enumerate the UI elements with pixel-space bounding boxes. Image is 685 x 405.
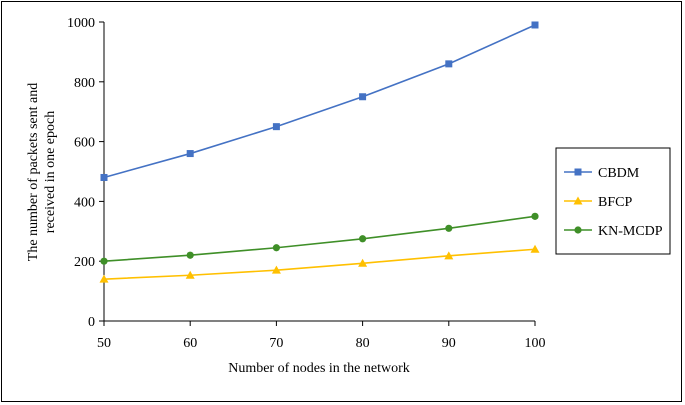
x-tick-label: 60 [183, 336, 197, 351]
data-point-cbdm [359, 93, 367, 101]
data-point-cbdm [531, 21, 539, 29]
series-line-bfcp [103, 248, 536, 280]
legend-marker-bfcp [573, 196, 583, 205]
x-tick-label: 100 [525, 336, 546, 351]
x-tick-label: 90 [442, 336, 456, 351]
axes [103, 22, 535, 322]
data-point-bfcp [185, 270, 195, 279]
y-ticks: 0 200 400 600 800 1000 [67, 16, 104, 330]
x-ticks: 50 60 70 80 90 100 [97, 321, 546, 351]
data-point-bfcp [271, 265, 281, 274]
data-point-cbdm [186, 150, 194, 158]
data-point-cbdm [100, 173, 108, 181]
x-tick-label: 50 [97, 336, 111, 351]
y-axis-title: The number of packets sent and received … [26, 83, 58, 261]
data-point-bfcp [530, 244, 540, 253]
legend-item-bfcp: BFCP [564, 195, 632, 210]
y-tick-label: 800 [74, 76, 95, 91]
series-bfcp [99, 244, 540, 283]
data-point-cbdm [445, 60, 453, 68]
y-tick-label: 400 [74, 195, 95, 210]
y-tick-label: 1000 [67, 16, 95, 31]
data-point-bfcp [99, 274, 109, 283]
series-kn-mcdp [100, 212, 539, 265]
x-tick-label: 70 [269, 336, 283, 351]
legend-marker-kn-mcdp [574, 226, 582, 234]
data-point-kn-mcdp [186, 251, 194, 259]
legend-label-cbdm: CBDM [598, 166, 640, 181]
series-group [99, 21, 540, 283]
legend-item-cbdm: CBDM [564, 166, 640, 181]
series-cbdm [100, 21, 539, 181]
series-line-cbdm [103, 24, 536, 179]
y-axis-title-line-2: received in one epoch [43, 111, 58, 233]
y-tick-label: 0 [88, 315, 95, 330]
data-point-kn-mcdp [272, 244, 280, 252]
data-point-kn-mcdp [445, 224, 453, 232]
legend-label-bfcp: BFCP [598, 195, 632, 210]
data-point-cbdm [272, 123, 280, 131]
legend-item-kn-mcdp: KN-MCDP [564, 224, 663, 239]
x-axis-title: Number of nodes in the network [228, 361, 410, 376]
y-axis-title-line-1: The number of packets sent and [26, 83, 41, 261]
legend: CBDM BFCP KN-MCDP [555, 147, 671, 255]
legend-marker-cbdm [574, 168, 582, 176]
legend-label-kn-mcdp: KN-MCDP [598, 224, 663, 239]
series-line-kn-mcdp [103, 215, 536, 262]
data-point-kn-mcdp [359, 235, 367, 243]
data-point-bfcp [358, 258, 368, 267]
data-point-kn-mcdp [531, 212, 539, 220]
y-tick-label: 200 [74, 255, 95, 270]
x-tick-label: 80 [356, 336, 370, 351]
y-tick-label: 600 [74, 136, 95, 151]
data-point-kn-mcdp [100, 257, 108, 265]
data-point-bfcp [444, 251, 454, 260]
